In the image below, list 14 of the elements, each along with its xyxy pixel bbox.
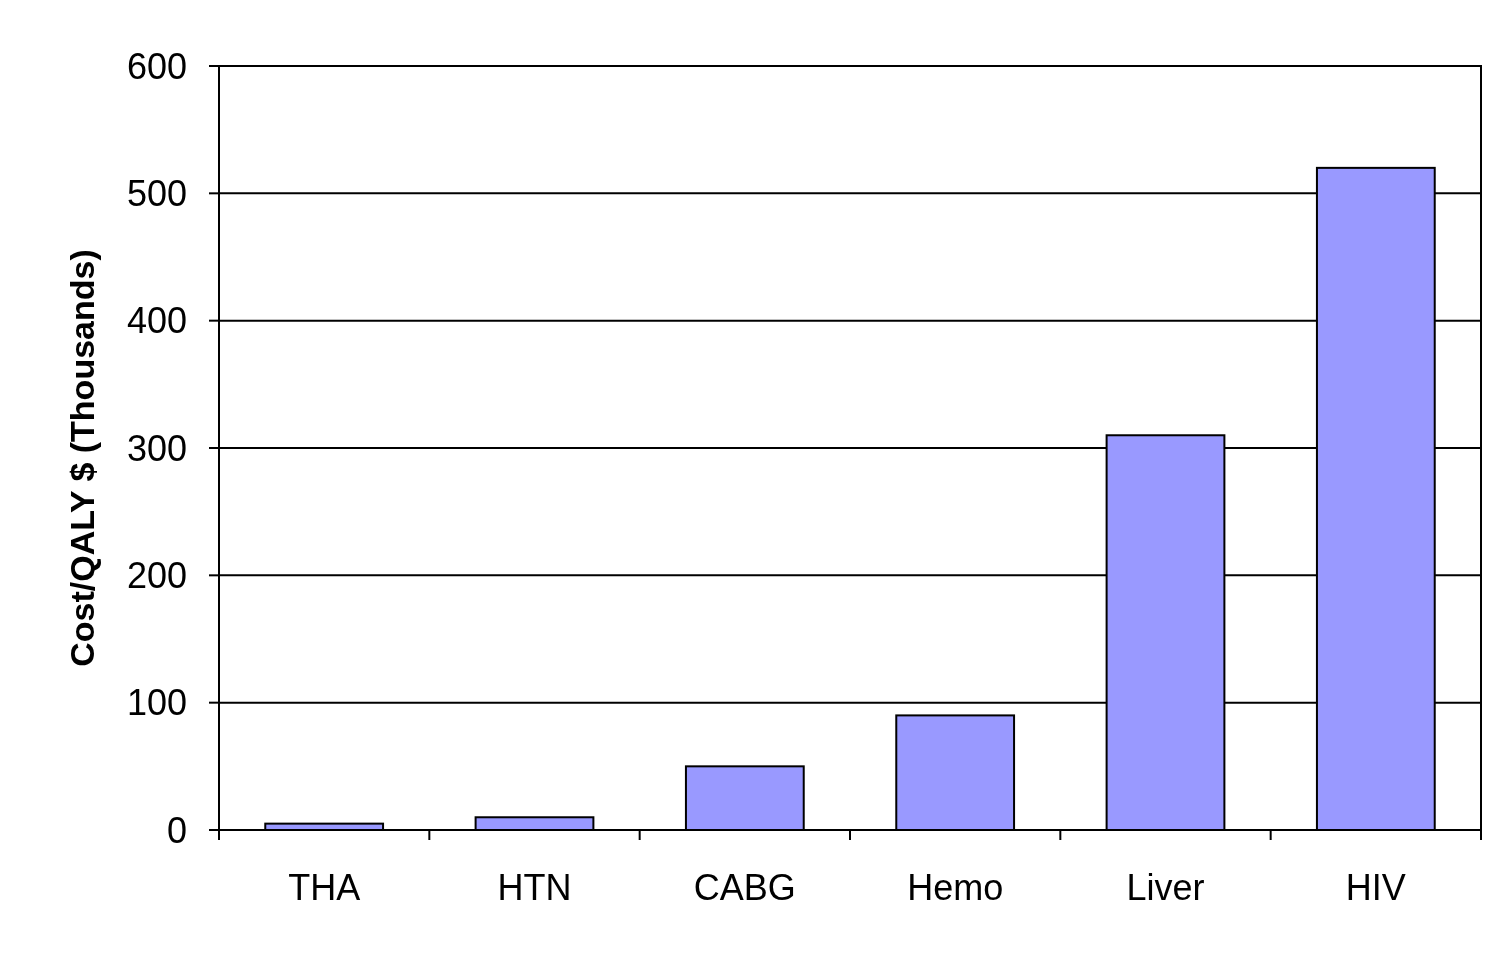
y-tick-label: 400 bbox=[126, 300, 187, 342]
y-tick-label: 600 bbox=[126, 45, 187, 87]
y-tick-label: 300 bbox=[126, 427, 187, 469]
y-tick-label: 500 bbox=[126, 172, 187, 214]
x-tick-label: Liver bbox=[1126, 867, 1205, 908]
x-tick-label: HIV bbox=[1345, 867, 1406, 908]
y-tick-label: 100 bbox=[126, 682, 187, 724]
x-tick-label: THA bbox=[288, 867, 361, 908]
x-tick-label: HTN bbox=[497, 867, 572, 908]
x-tick-label: CABG bbox=[693, 867, 796, 908]
y-axis-title: Cost/QALY $ (Thousands) bbox=[63, 249, 101, 667]
x-tick-label: Hemo bbox=[907, 867, 1004, 908]
y-tick-label: 0 bbox=[166, 809, 187, 851]
y-tick-label: 200 bbox=[126, 554, 187, 596]
